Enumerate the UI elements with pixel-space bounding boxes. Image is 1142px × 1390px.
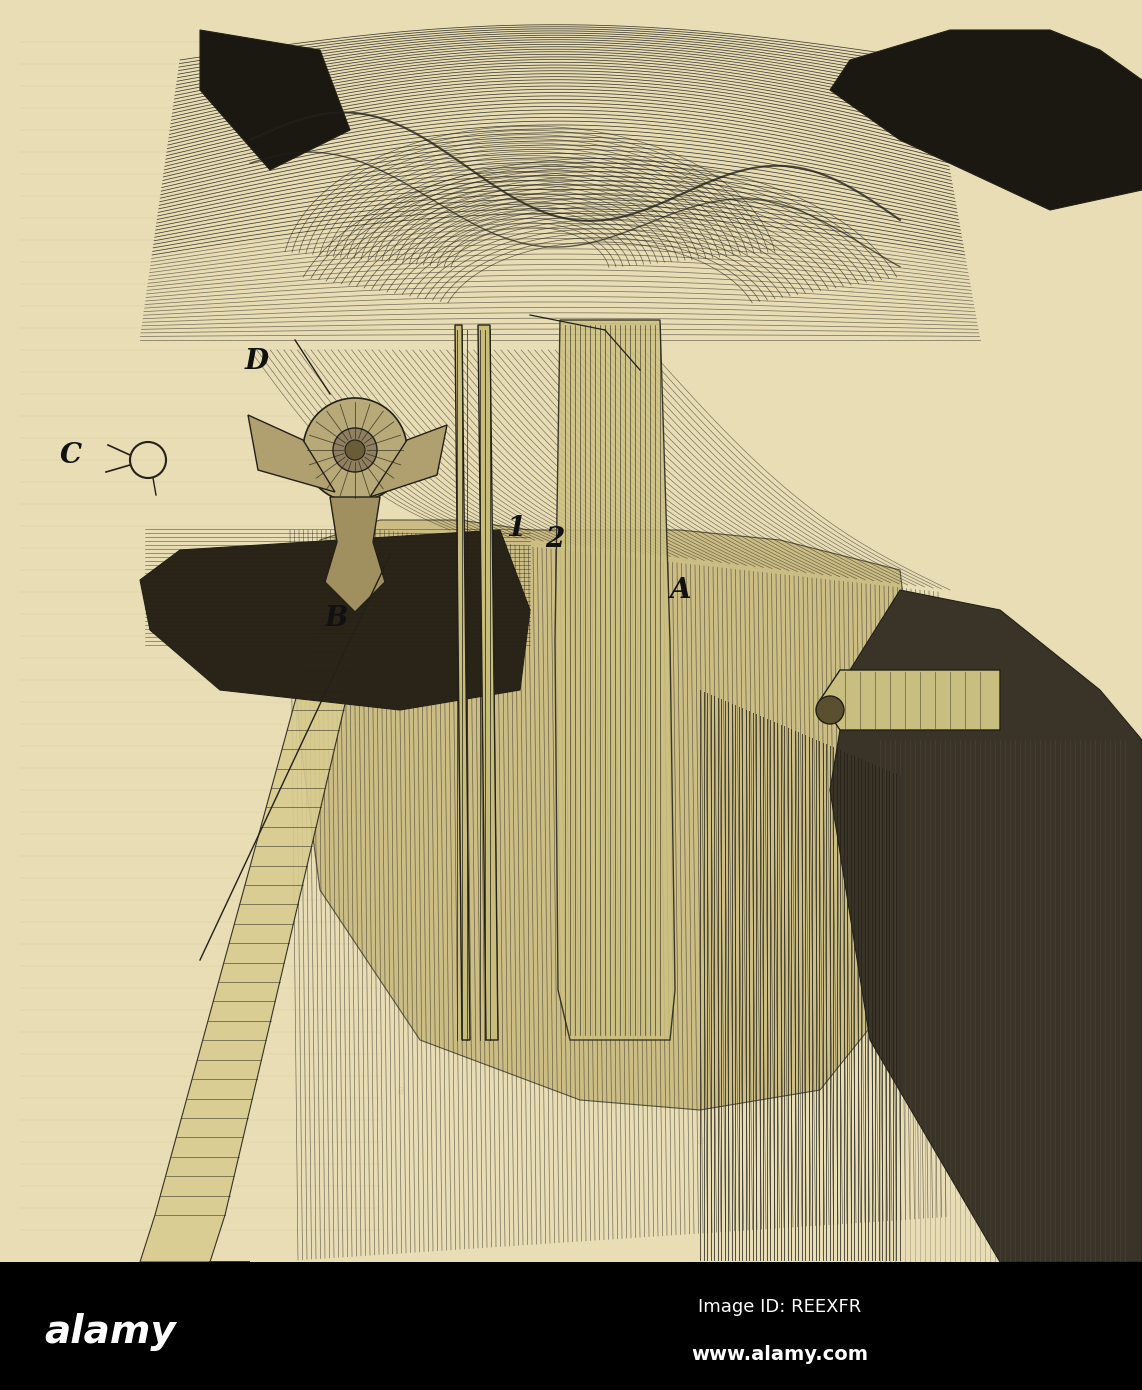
Polygon shape [820, 670, 1000, 730]
Polygon shape [325, 498, 385, 612]
Bar [0, 1262, 1142, 1390]
Text: a: a [746, 684, 754, 696]
Polygon shape [830, 31, 1142, 210]
Circle shape [303, 398, 407, 502]
Text: A: A [669, 577, 690, 605]
Polygon shape [370, 425, 447, 498]
Circle shape [333, 428, 377, 473]
Polygon shape [830, 589, 1142, 1262]
Text: a: a [146, 584, 154, 596]
Text: a: a [247, 884, 254, 897]
Text: 1: 1 [507, 514, 525, 542]
Polygon shape [455, 325, 471, 1040]
Polygon shape [200, 31, 349, 170]
Text: a: a [596, 934, 604, 947]
Circle shape [345, 441, 365, 460]
Polygon shape [290, 520, 920, 1111]
Polygon shape [140, 555, 380, 1262]
Text: Image ID: REEXFR: Image ID: REEXFR [699, 1298, 861, 1316]
Circle shape [817, 696, 844, 724]
Text: a: a [697, 1133, 703, 1147]
Polygon shape [248, 416, 335, 492]
Text: a: a [846, 284, 854, 296]
Polygon shape [478, 325, 498, 1040]
Text: 2: 2 [546, 525, 564, 553]
Text: www.alamy.com: www.alamy.com [692, 1344, 869, 1364]
Polygon shape [555, 320, 675, 1040]
Text: a: a [546, 203, 554, 217]
Polygon shape [140, 530, 530, 710]
Text: alamy: alamy [45, 1314, 176, 1351]
Text: a: a [196, 183, 203, 196]
Text: C: C [59, 442, 82, 470]
Text: a: a [447, 634, 453, 646]
Text: D: D [244, 348, 270, 375]
Text: a: a [396, 1083, 404, 1097]
Text: B: B [325, 605, 348, 632]
